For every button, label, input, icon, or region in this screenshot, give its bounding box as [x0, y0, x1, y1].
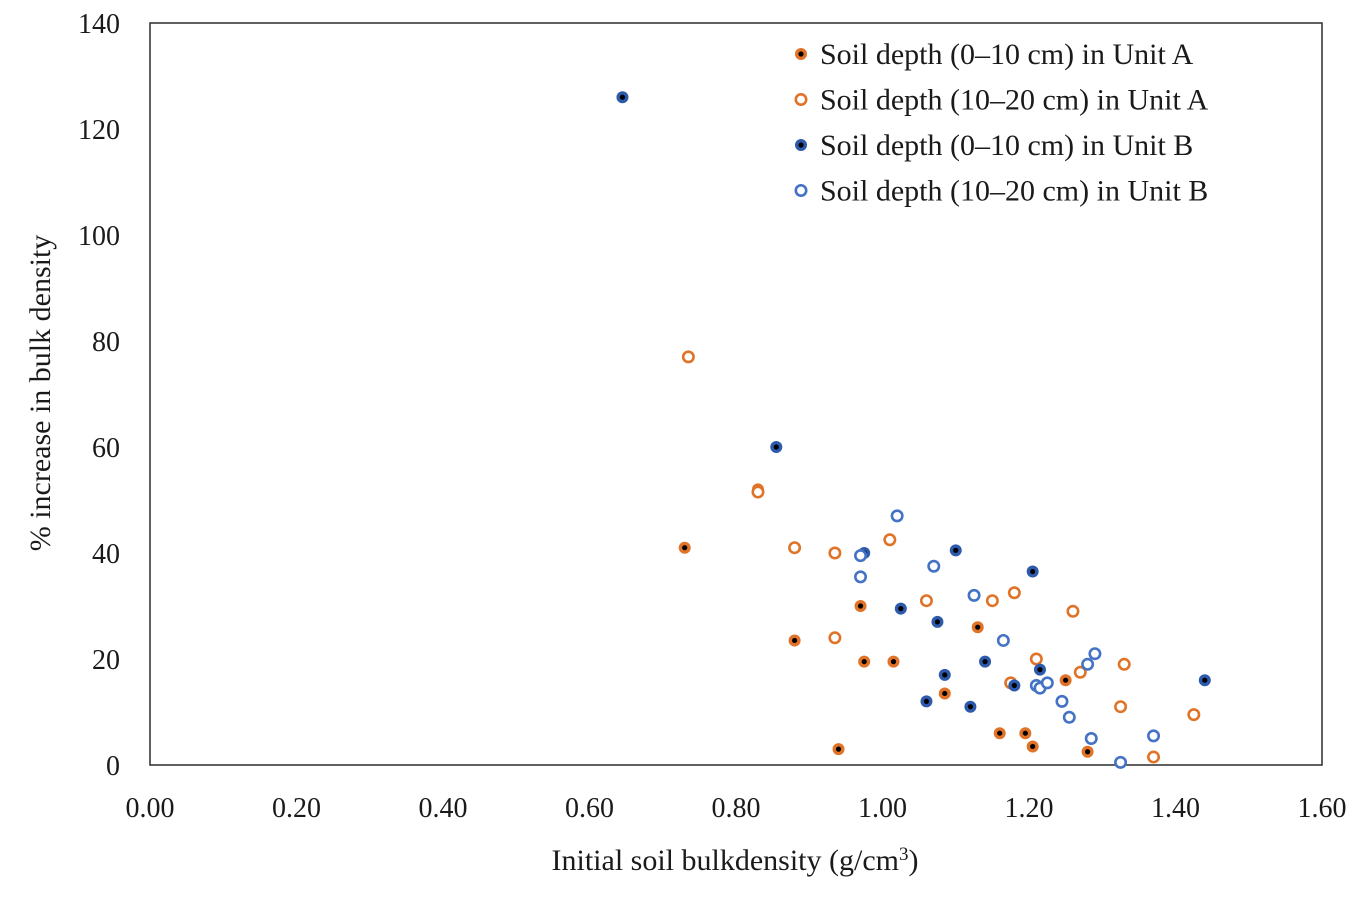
legend-item: Soil depth (10–20 cm) in Unit A [794, 84, 1209, 117]
legend-item: Soil depth (10–20 cm) in Unit B [794, 175, 1208, 208]
data-point [1029, 652, 1043, 666]
x-tick-label: 1.20 [1005, 793, 1054, 824]
data-point-center [1011, 682, 1017, 689]
y-tick-label: 40 [92, 539, 120, 570]
legend-label: Soil depth (0–10 cm) in Unit B [820, 129, 1193, 162]
data-point-center [619, 94, 626, 100]
data-point [1055, 694, 1069, 708]
y-tick-label: 60 [92, 433, 120, 464]
legend-label: Soil depth (10–20 cm) in Unit A [820, 84, 1209, 117]
data-point [1147, 750, 1161, 764]
y-tick-label: 0 [106, 751, 120, 782]
x-tick-label: 0.40 [419, 793, 468, 824]
legend-label: Soil depth (10–20 cm) in Unit B [820, 175, 1208, 208]
data-point [1040, 676, 1054, 690]
plot-area [149, 22, 1323, 766]
legend-item: Soil depth (0–10 cm) in Unit A [795, 38, 1194, 71]
data-point-center [857, 603, 864, 609]
data-point [1007, 586, 1021, 600]
data-point [1114, 700, 1128, 714]
data-point [751, 485, 765, 499]
data-point [927, 559, 941, 573]
data-point-center [923, 698, 930, 705]
x-tick-label: 0.60 [565, 793, 614, 824]
data-point-center [942, 690, 948, 697]
data-point [1073, 665, 1087, 679]
x-tick-label: 0.80 [712, 793, 761, 824]
series-4-points [854, 509, 1161, 769]
legend-marker [794, 184, 808, 198]
data-point-center [1022, 730, 1028, 736]
data-point-center [682, 545, 688, 551]
x-tick-label: 0.00 [126, 793, 175, 824]
data-point-center [1085, 749, 1091, 755]
data-point [1114, 755, 1128, 769]
data-point-center [835, 746, 842, 752]
legend-label: Soil depth (0–10 cm) in Unit A [820, 38, 1194, 71]
legend: Soil depth (0–10 cm) in Unit A Soil depth… [794, 38, 1209, 208]
plot-border [149, 22, 1323, 766]
data-point [1066, 604, 1080, 618]
data-points [616, 91, 1211, 769]
legend-marker [794, 93, 808, 107]
y-tick-label: 100 [78, 221, 120, 252]
y-axis-label: % increase in bulk density [24, 235, 57, 552]
data-point-center [861, 659, 867, 665]
x-tick-label: 1.60 [1298, 793, 1347, 824]
legend-item: Soil depth (0–10 cm) in Unit B [795, 129, 1193, 162]
data-point-center [898, 606, 904, 612]
data-point [788, 541, 802, 555]
data-point-center [942, 672, 948, 678]
x-tick-label: 1.00 [858, 793, 907, 824]
data-point [1084, 731, 1098, 745]
data-point-center [773, 444, 779, 450]
legend-marker-center [798, 142, 804, 148]
data-point [1147, 729, 1161, 743]
data-point-center [982, 659, 988, 665]
series-2-points [681, 350, 1201, 764]
data-point-center [792, 637, 798, 644]
data-point [1117, 657, 1131, 671]
data-point-center [890, 659, 897, 665]
data-point-center [1037, 667, 1043, 673]
data-point [828, 631, 842, 645]
y-tick-label: 20 [92, 645, 120, 676]
y-tick-label: 120 [78, 115, 120, 146]
data-point [1187, 708, 1201, 722]
data-point [828, 546, 842, 560]
data-point [967, 588, 981, 602]
data-point-center [934, 619, 941, 625]
data-point [854, 549, 868, 563]
x-axis-label-superscript: 3 [899, 844, 909, 865]
data-point [1062, 710, 1076, 724]
y-axis-ticks: 0 20 40 60 80 100 120 140 [78, 9, 120, 782]
data-point-center [975, 624, 981, 630]
data-point [985, 594, 999, 608]
x-tick-label: 0.20 [272, 793, 321, 824]
legend-marker-center [798, 51, 804, 57]
data-point [996, 633, 1010, 647]
x-axis-ticks: 0.00 0.20 0.40 0.60 0.80 1.00 1.20 1.40 1.60 [126, 793, 1347, 824]
data-point [854, 570, 868, 584]
data-point [1081, 657, 1095, 671]
data-point-center [1202, 677, 1208, 683]
data-point-center [1063, 677, 1069, 683]
data-point [883, 533, 897, 547]
y-tick-label: 80 [92, 327, 120, 358]
data-point-center [953, 547, 959, 553]
data-point [919, 594, 933, 608]
data-point [890, 509, 904, 523]
data-point-center [997, 730, 1003, 736]
data-point [681, 350, 695, 364]
y-tick-label: 140 [78, 9, 120, 40]
data-point-center [1030, 568, 1036, 575]
x-tick-label: 1.40 [1151, 793, 1200, 824]
data-point [1088, 647, 1102, 661]
x-axis-label: Initial soil bulkdensity (g/cm3) [552, 844, 919, 878]
data-point-center [967, 704, 974, 710]
data-point-center [1030, 743, 1036, 750]
